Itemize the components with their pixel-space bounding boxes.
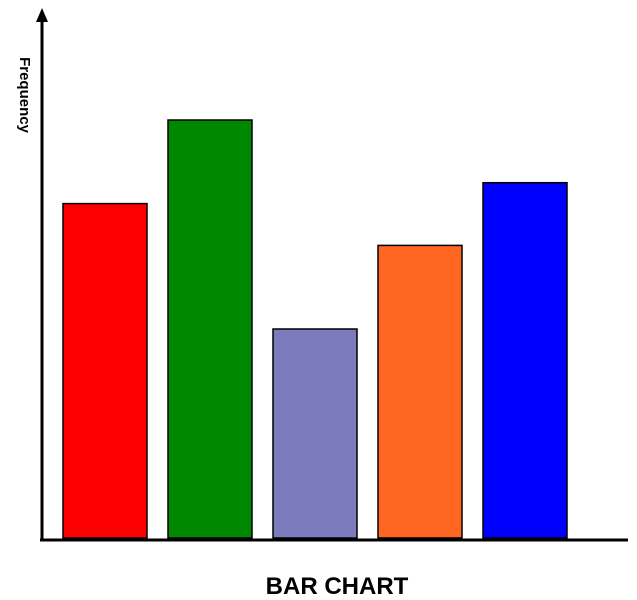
bar-4 — [377, 244, 463, 539]
bar-3 — [272, 328, 358, 539]
y-axis-arrow-icon — [36, 8, 48, 22]
bar-2 — [167, 119, 253, 539]
y-axis-label: Frequency — [16, 57, 33, 134]
chart-title: BAR CHART — [266, 573, 409, 600]
bar-1 — [62, 202, 148, 539]
bar-5 — [482, 181, 568, 539]
bars-group — [62, 119, 568, 539]
